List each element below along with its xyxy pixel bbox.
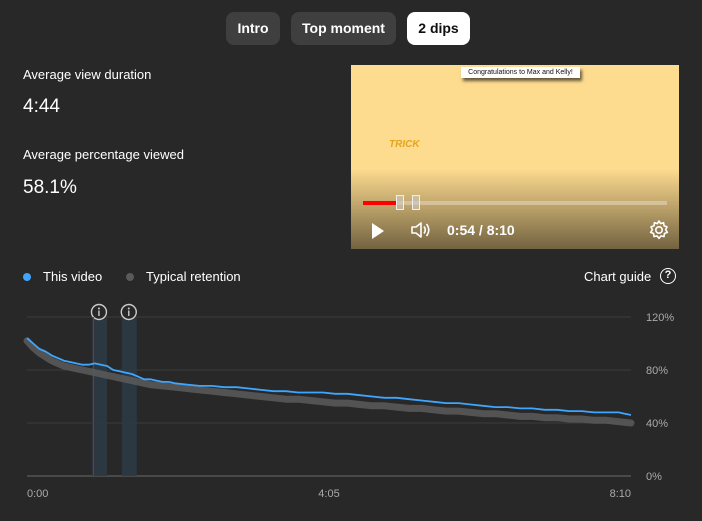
tab-2-dips[interactable]: 2 dips xyxy=(407,12,470,45)
legend-typical-retention-swatch xyxy=(126,273,134,281)
series-this-video-line xyxy=(26,337,632,416)
volume-icon[interactable] xyxy=(410,220,432,240)
dip-band-2 xyxy=(121,317,137,476)
progress-bar[interactable] xyxy=(363,201,667,205)
series-typical-retention-line xyxy=(23,337,635,427)
avg-percentage-viewed-value: 58.1% xyxy=(23,177,77,198)
legend-this-video-swatch xyxy=(23,273,31,281)
retention-chart: 120% 80% 40% 0% 0:00 4:05 8:10 xyxy=(23,303,674,500)
tab-bar: Intro Top moment 2 dips xyxy=(0,12,702,45)
y-tick-label: 120% xyxy=(646,312,674,324)
progress-bar-fill xyxy=(363,201,397,205)
legend-this-video-label: This video xyxy=(43,269,103,284)
dip-marker-2[interactable] xyxy=(412,195,420,210)
avg-view-duration-value: 4:44 xyxy=(23,96,60,117)
y-tick-label: 0% xyxy=(646,471,662,483)
info-icon-dot xyxy=(97,307,100,310)
tab-top-moment[interactable]: Top moment xyxy=(291,12,396,45)
info-icon-dot xyxy=(127,307,130,310)
dip-marker-1[interactable] xyxy=(396,195,404,210)
dip-band-1 xyxy=(91,317,107,476)
video-banner-text: Congratulations to Max and Kelly! xyxy=(461,67,580,78)
avg-view-duration-label: Average view duration xyxy=(23,67,152,82)
tab-intro[interactable]: Intro xyxy=(226,12,280,45)
gear-icon[interactable] xyxy=(648,219,670,241)
x-tick-label: 0:00 xyxy=(27,488,48,500)
legend-typical-retention-label: Typical retention xyxy=(146,269,241,284)
y-tick-label: 40% xyxy=(646,418,668,430)
video-logo: TRICK xyxy=(389,139,420,150)
y-tick-label: 80% xyxy=(646,365,668,377)
x-tick-label: 8:10 xyxy=(610,488,631,500)
x-tick-label: 4:05 xyxy=(318,488,339,500)
avg-percentage-viewed-label: Average percentage viewed xyxy=(23,147,184,162)
player-controls-shade xyxy=(351,169,679,249)
time-readout: 0:54 / 8:10 xyxy=(447,222,515,238)
chart-guide-link[interactable]: Chart guide xyxy=(584,269,652,284)
video-player[interactable]: Congratulations to Max and Kelly! TRICK … xyxy=(351,65,679,249)
play-icon[interactable] xyxy=(370,222,386,240)
help-icon[interactable]: ? xyxy=(660,268,676,284)
